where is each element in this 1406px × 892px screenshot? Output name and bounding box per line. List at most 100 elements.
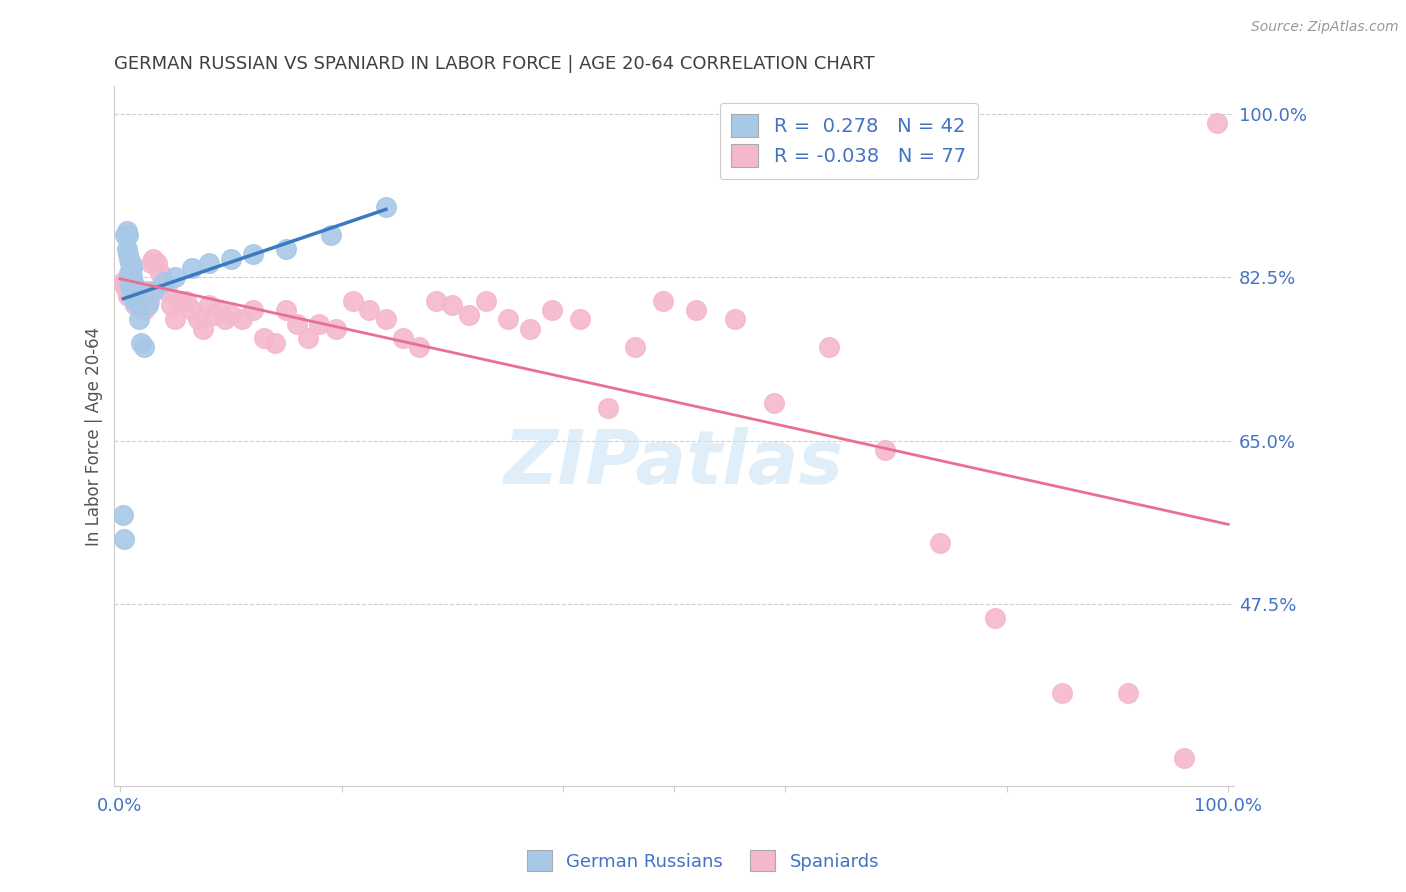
Point — [276, 242, 298, 256]
Point — [441, 298, 464, 312]
Point — [128, 293, 150, 308]
Point — [253, 331, 276, 345]
Point — [131, 293, 153, 308]
Point — [118, 266, 141, 280]
Point — [117, 228, 139, 243]
Point — [202, 308, 225, 322]
Point — [125, 293, 148, 308]
Point — [112, 532, 135, 546]
Point — [197, 256, 219, 270]
Point — [115, 223, 138, 237]
Point — [121, 275, 143, 289]
Point — [160, 298, 183, 312]
Point — [191, 321, 214, 335]
Point — [114, 279, 136, 293]
Point — [197, 298, 219, 312]
Point — [219, 252, 242, 266]
Point — [120, 275, 142, 289]
Point — [127, 298, 149, 312]
Point — [652, 293, 675, 308]
Point — [458, 308, 481, 322]
Point — [342, 293, 364, 308]
Point — [112, 508, 135, 523]
Point — [408, 340, 430, 354]
Point — [118, 252, 141, 266]
Point — [152, 275, 174, 289]
Point — [128, 312, 150, 326]
Point — [818, 340, 841, 354]
Text: Source: ZipAtlas.com: Source: ZipAtlas.com — [1251, 20, 1399, 34]
Point — [117, 289, 139, 303]
Point — [319, 228, 342, 243]
Point — [129, 298, 152, 312]
Point — [1173, 751, 1195, 765]
Point — [984, 611, 1007, 625]
Point — [118, 279, 141, 293]
Point — [1118, 686, 1140, 700]
Point — [496, 312, 519, 326]
Point — [136, 298, 159, 312]
Point — [118, 256, 141, 270]
Point — [873, 442, 896, 457]
Point — [120, 256, 142, 270]
Point — [214, 312, 236, 326]
Point — [122, 285, 145, 299]
Point — [120, 275, 142, 289]
Point — [118, 275, 141, 289]
Point — [114, 228, 136, 243]
Point — [242, 247, 264, 261]
Point — [541, 302, 564, 317]
Point — [724, 312, 747, 326]
Point — [762, 396, 785, 410]
Point — [124, 285, 146, 299]
Legend: German Russians, Spaniards: German Russians, Spaniards — [519, 843, 887, 879]
Point — [118, 279, 141, 293]
Point — [176, 293, 198, 308]
Point — [181, 302, 204, 317]
Point — [125, 293, 148, 308]
Point — [118, 285, 141, 299]
Point — [264, 335, 287, 350]
Point — [138, 293, 160, 308]
Point — [115, 242, 138, 256]
Point — [474, 293, 496, 308]
Point — [124, 289, 146, 303]
Point — [155, 285, 177, 299]
Point — [308, 317, 330, 331]
Point — [142, 285, 165, 299]
Point — [112, 275, 135, 289]
Point — [122, 279, 145, 293]
Point — [124, 285, 146, 299]
Point — [685, 302, 707, 317]
Point — [181, 260, 204, 275]
Point — [1050, 686, 1073, 700]
Point — [374, 200, 396, 214]
Point — [153, 275, 176, 289]
Point — [568, 312, 591, 326]
Y-axis label: In Labor Force | Age 20-64: In Labor Force | Age 20-64 — [86, 326, 103, 546]
Point — [165, 270, 187, 285]
Point — [170, 293, 193, 308]
Point — [134, 340, 156, 354]
Legend: R =  0.278   N = 42, R = -0.038   N = 77: R = 0.278 N = 42, R = -0.038 N = 77 — [720, 103, 977, 178]
Text: ZIPatlas: ZIPatlas — [505, 427, 844, 500]
Point — [359, 302, 381, 317]
Point — [186, 312, 208, 326]
Point — [121, 275, 143, 289]
Point — [242, 302, 264, 317]
Point — [118, 270, 141, 285]
Point — [139, 256, 162, 270]
Point — [115, 285, 138, 299]
Point — [121, 270, 143, 285]
Point — [391, 331, 413, 345]
Point — [129, 335, 152, 350]
Point — [135, 285, 157, 299]
Point — [120, 279, 142, 293]
Point — [142, 252, 165, 266]
Point — [124, 298, 146, 312]
Point — [285, 317, 308, 331]
Point — [121, 279, 143, 293]
Point — [219, 308, 242, 322]
Point — [129, 285, 152, 299]
Point — [374, 312, 396, 326]
